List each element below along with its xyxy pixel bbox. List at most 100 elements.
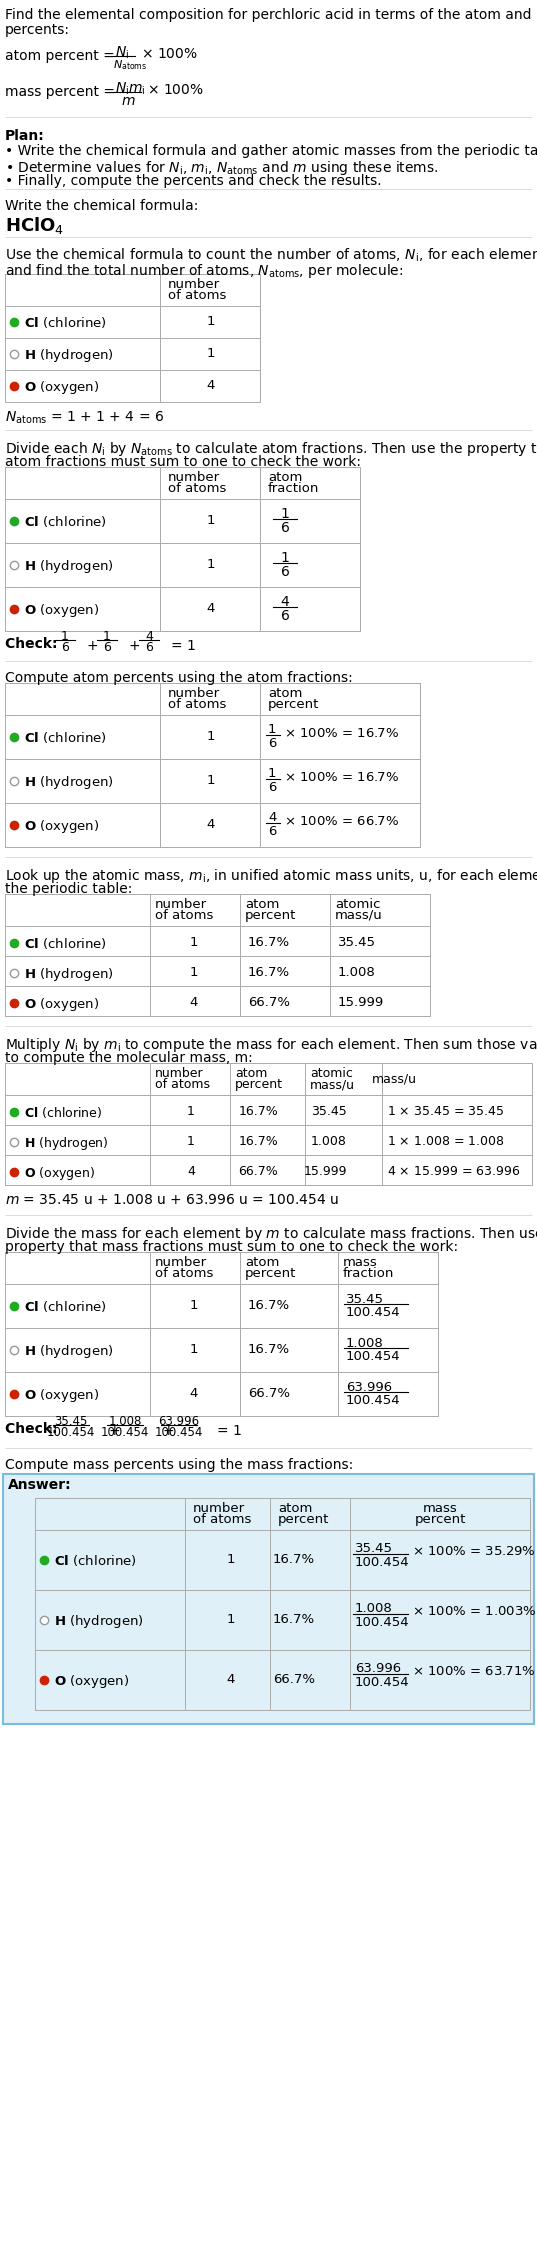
Text: • Finally, compute the percents and check the results.: • Finally, compute the percents and chec… bbox=[5, 173, 382, 187]
Text: $\mathbf{Cl}$ (chlorine): $\mathbf{Cl}$ (chlorine) bbox=[54, 1554, 137, 1567]
Text: percent: percent bbox=[268, 698, 320, 712]
Text: 15.999: 15.999 bbox=[303, 1164, 347, 1178]
Text: $N_\mathregular{atoms}$ = 1 + 1 + 4 = 6: $N_\mathregular{atoms}$ = 1 + 1 + 4 = 6 bbox=[5, 410, 164, 426]
Text: mass percent =: mass percent = bbox=[5, 86, 119, 99]
Text: 66.7%: 66.7% bbox=[248, 1387, 290, 1401]
Text: +: + bbox=[109, 1423, 121, 1439]
Text: number: number bbox=[193, 1502, 245, 1516]
Text: 16.7%: 16.7% bbox=[273, 1554, 315, 1565]
Text: 100.454: 100.454 bbox=[47, 1426, 95, 1439]
Text: percent: percent bbox=[415, 1513, 466, 1527]
Text: 1: 1 bbox=[103, 631, 111, 644]
Text: $\mathbf{O}$ (oxygen): $\mathbf{O}$ (oxygen) bbox=[24, 995, 99, 1013]
Text: 63.996: 63.996 bbox=[158, 1414, 200, 1428]
Text: $\mathbf{H}$ (hydrogen): $\mathbf{H}$ (hydrogen) bbox=[24, 558, 114, 574]
Text: percent: percent bbox=[245, 910, 296, 921]
Text: 1: 1 bbox=[227, 1612, 235, 1626]
Text: $N_\mathregular{atoms}$: $N_\mathregular{atoms}$ bbox=[113, 59, 147, 72]
Text: 1: 1 bbox=[207, 347, 215, 360]
Text: 4 $\times$ 15.999 = 63.996: 4 $\times$ 15.999 = 63.996 bbox=[387, 1164, 520, 1178]
Text: +: + bbox=[163, 1423, 175, 1439]
Text: of atoms: of atoms bbox=[155, 1268, 213, 1279]
Text: percent: percent bbox=[245, 1268, 296, 1279]
Text: $\mathbf{H}$ (hydrogen): $\mathbf{H}$ (hydrogen) bbox=[24, 966, 114, 984]
Text: 16.7%: 16.7% bbox=[238, 1135, 278, 1149]
Text: 1.008: 1.008 bbox=[108, 1414, 142, 1428]
Text: • Determine values for $N_\mathregular{i}$, $m_\mathregular{i}$, $N_\mathregular: • Determine values for $N_\mathregular{i… bbox=[5, 160, 439, 178]
Text: and find the total number of atoms, $N_\mathregular{atoms}$, per molecule:: and find the total number of atoms, $N_\… bbox=[5, 261, 403, 279]
Text: 4: 4 bbox=[187, 1164, 195, 1178]
Text: 4: 4 bbox=[145, 631, 153, 644]
Text: $\mathbf{O}$ (oxygen): $\mathbf{O}$ (oxygen) bbox=[24, 601, 99, 619]
Text: $\times$ 100% = 63.71%: $\times$ 100% = 63.71% bbox=[412, 1664, 535, 1678]
Text: atom: atom bbox=[278, 1502, 313, 1516]
Text: 100.454: 100.454 bbox=[346, 1349, 401, 1362]
Text: 35.45: 35.45 bbox=[338, 937, 376, 948]
Text: 35.45: 35.45 bbox=[311, 1106, 347, 1117]
Text: percent: percent bbox=[278, 1513, 329, 1527]
Text: Multiply $N_\mathregular{i}$ by $m_\mathregular{i}$ to compute the mass for each: Multiply $N_\mathregular{i}$ by $m_\math… bbox=[5, 1036, 537, 1054]
Text: number: number bbox=[168, 277, 220, 291]
Text: $\mathbf{H}$ (hydrogen): $\mathbf{H}$ (hydrogen) bbox=[24, 347, 114, 365]
Text: $\times$ 100% = 35.29%: $\times$ 100% = 35.29% bbox=[412, 1545, 535, 1558]
Text: 1 $\times$ 35.45 = 35.45: 1 $\times$ 35.45 = 35.45 bbox=[387, 1106, 504, 1117]
Text: $\mathbf{Cl}$ (chlorine): $\mathbf{Cl}$ (chlorine) bbox=[24, 937, 107, 950]
Text: fraction: fraction bbox=[268, 482, 320, 495]
Text: = 1: = 1 bbox=[171, 640, 196, 653]
Text: 1: 1 bbox=[190, 966, 198, 980]
Text: of atoms: of atoms bbox=[193, 1513, 251, 1527]
Text: 100.454: 100.454 bbox=[346, 1394, 401, 1408]
Text: 35.45: 35.45 bbox=[346, 1293, 384, 1306]
Text: 1: 1 bbox=[268, 723, 277, 736]
Text: Use the chemical formula to count the number of atoms, $N_\mathregular{i}$, for : Use the chemical formula to count the nu… bbox=[5, 248, 537, 263]
Text: 66.7%: 66.7% bbox=[248, 995, 290, 1009]
Text: 66.7%: 66.7% bbox=[238, 1164, 278, 1178]
Text: $\mathbf{Cl}$ (chlorine): $\mathbf{Cl}$ (chlorine) bbox=[24, 1106, 102, 1119]
Text: $\mathbf{H}$ (hydrogen): $\mathbf{H}$ (hydrogen) bbox=[24, 1342, 114, 1360]
Text: 1.008: 1.008 bbox=[338, 966, 376, 980]
Text: percents:: percents: bbox=[5, 23, 70, 36]
Text: Compute mass percents using the mass fractions:: Compute mass percents using the mass fra… bbox=[5, 1457, 353, 1473]
Text: • Write the chemical formula and gather atomic masses from the periodic table.: • Write the chemical formula and gather … bbox=[5, 144, 537, 158]
Text: Answer:: Answer: bbox=[8, 1477, 71, 1493]
Text: to compute the molecular mass, m:: to compute the molecular mass, m: bbox=[5, 1052, 253, 1065]
Text: mass/u: mass/u bbox=[310, 1079, 355, 1090]
Text: Check:: Check: bbox=[5, 637, 62, 651]
Text: 6: 6 bbox=[280, 565, 289, 579]
Text: 4: 4 bbox=[207, 601, 215, 615]
Text: mass/u: mass/u bbox=[372, 1072, 417, 1085]
Text: +: + bbox=[87, 640, 99, 653]
Text: 1: 1 bbox=[207, 775, 215, 786]
Text: 6: 6 bbox=[268, 736, 277, 750]
Text: 1: 1 bbox=[187, 1135, 195, 1149]
Text: $\mathbf{O}$ (oxygen): $\mathbf{O}$ (oxygen) bbox=[24, 378, 99, 396]
Text: 4: 4 bbox=[190, 1387, 198, 1401]
Text: 15.999: 15.999 bbox=[338, 995, 384, 1009]
Text: of atoms: of atoms bbox=[168, 698, 227, 712]
Text: atomic: atomic bbox=[335, 899, 381, 912]
Text: of atoms: of atoms bbox=[155, 1079, 210, 1090]
Text: 1: 1 bbox=[207, 513, 215, 527]
Text: $\mathbf{O}$ (oxygen): $\mathbf{O}$ (oxygen) bbox=[24, 1164, 95, 1182]
Text: 100.454: 100.454 bbox=[355, 1617, 410, 1628]
Text: 1: 1 bbox=[280, 552, 289, 565]
Text: Divide each $N_\mathregular{i}$ by $N_\mathregular{atoms}$ to calculate atom fra: Divide each $N_\mathregular{i}$ by $N_\m… bbox=[5, 439, 537, 457]
Text: of atoms: of atoms bbox=[155, 910, 213, 921]
Text: number: number bbox=[155, 1067, 204, 1081]
Text: 16.7%: 16.7% bbox=[248, 1342, 290, 1356]
Text: 16.7%: 16.7% bbox=[248, 966, 290, 980]
Text: 35.45: 35.45 bbox=[54, 1414, 88, 1428]
Text: $\mathbf{Cl}$ (chlorine): $\mathbf{Cl}$ (chlorine) bbox=[24, 730, 107, 745]
Text: mass: mass bbox=[423, 1502, 458, 1516]
Text: $\mathbf{O}$ (oxygen): $\mathbf{O}$ (oxygen) bbox=[24, 1387, 99, 1403]
Text: 100.454: 100.454 bbox=[155, 1426, 203, 1439]
Text: $\mathbf{Cl}$ (chlorine): $\mathbf{Cl}$ (chlorine) bbox=[24, 513, 107, 529]
Text: atom: atom bbox=[235, 1067, 267, 1081]
Text: Plan:: Plan: bbox=[5, 128, 45, 142]
Text: 1: 1 bbox=[190, 937, 198, 948]
Text: 1: 1 bbox=[190, 1299, 198, 1313]
Text: $\mathbf{O}$ (oxygen): $\mathbf{O}$ (oxygen) bbox=[54, 1673, 129, 1689]
Text: 100.454: 100.454 bbox=[355, 1675, 410, 1689]
Text: $\mathbf{H}$ (hydrogen): $\mathbf{H}$ (hydrogen) bbox=[54, 1612, 143, 1630]
Text: atom: atom bbox=[268, 471, 302, 484]
